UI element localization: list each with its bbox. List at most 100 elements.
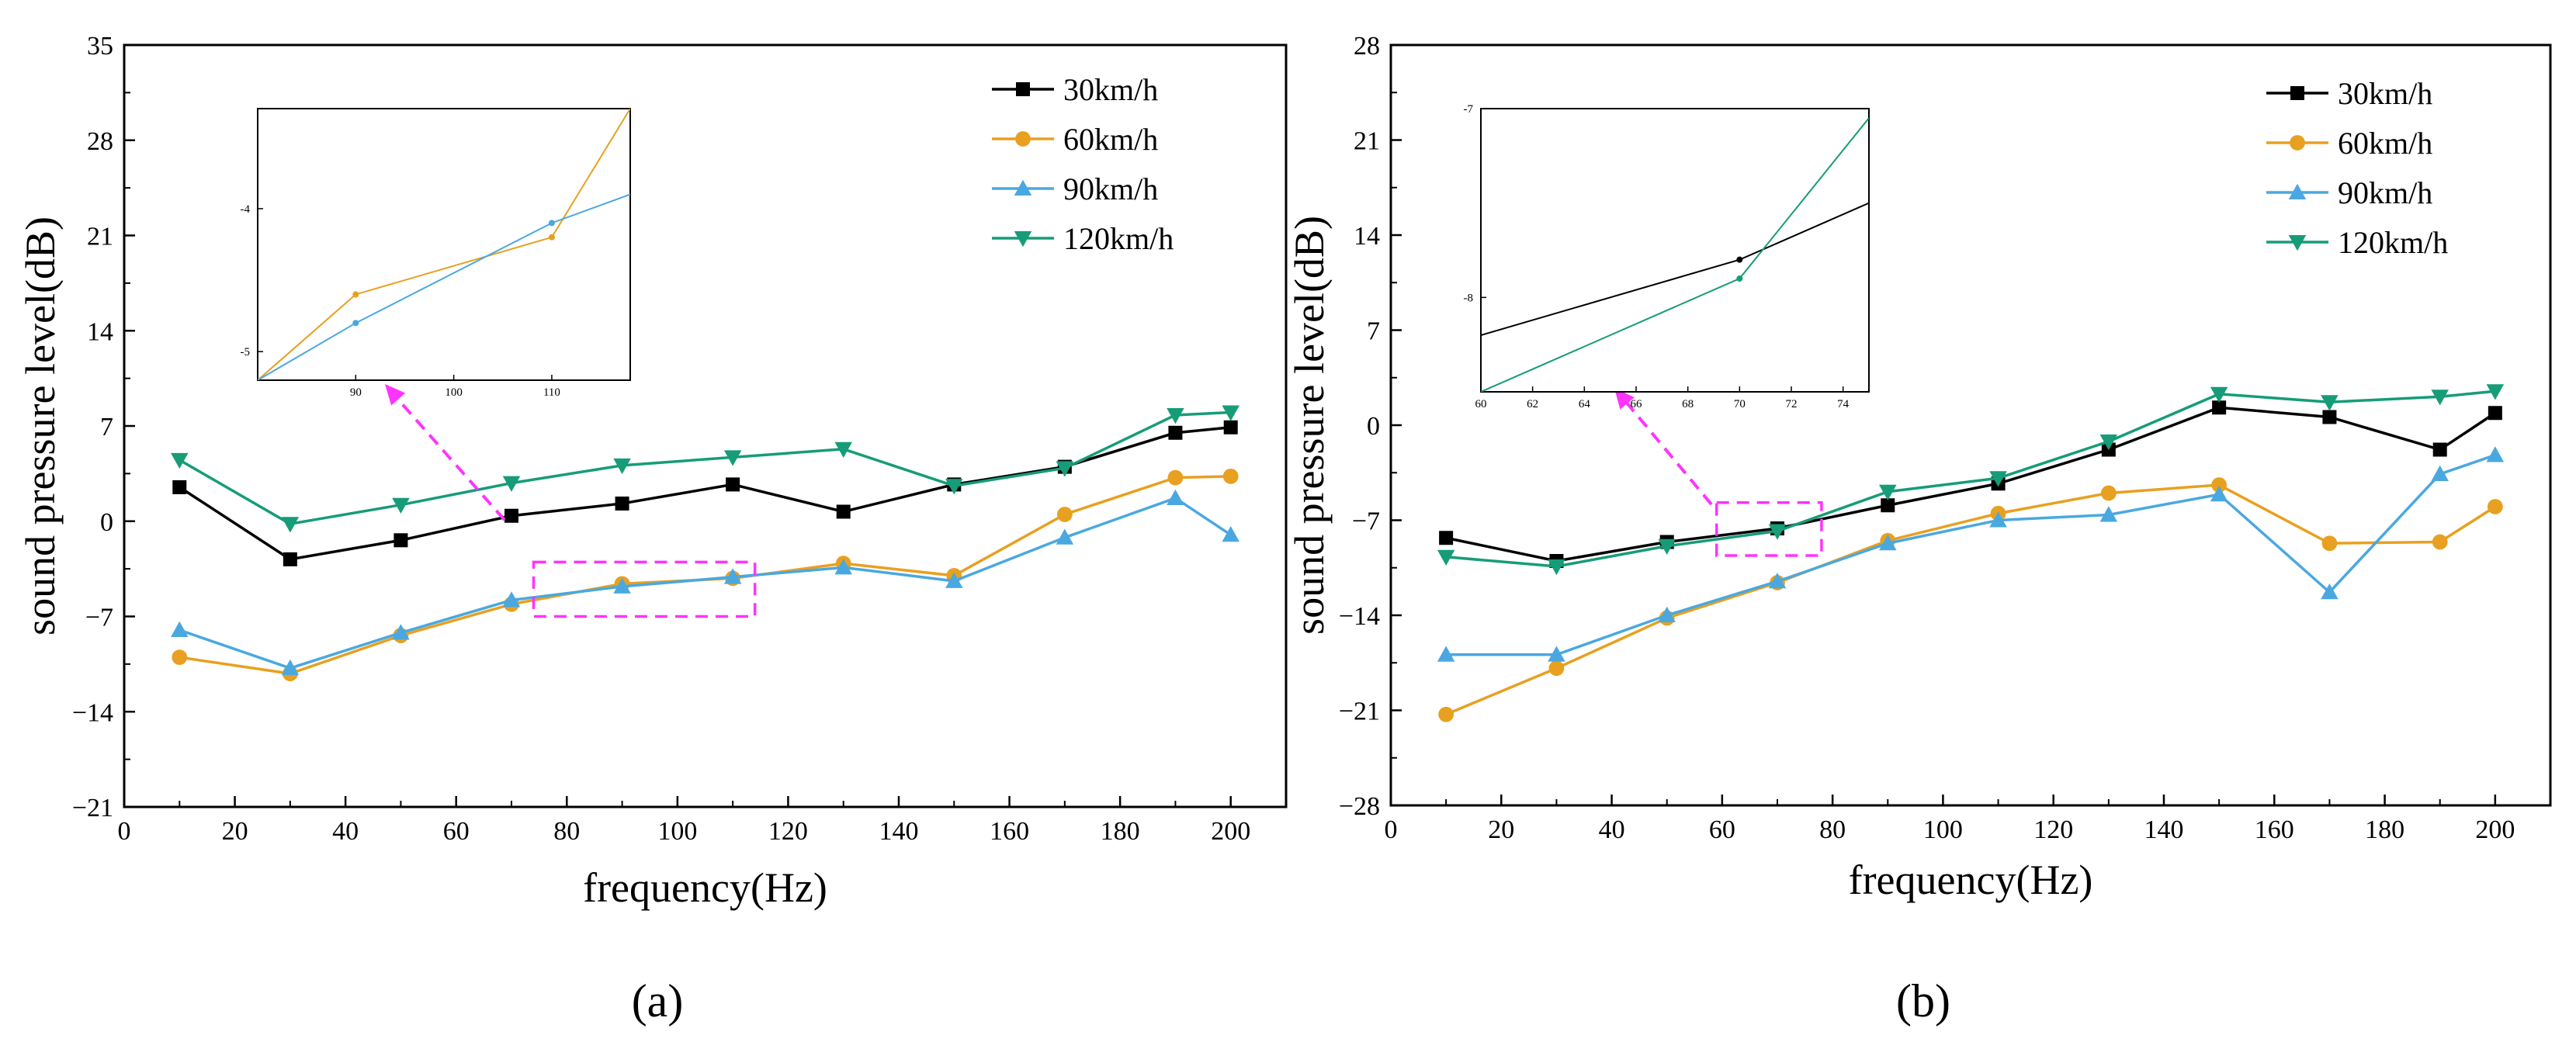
data-point-120km-h — [392, 497, 410, 514]
data-point-60km-h — [2100, 485, 2117, 501]
data-point-90km-h — [502, 591, 521, 608]
inset-data-point-90km-h — [352, 320, 359, 327]
data-point-90km-h — [171, 621, 189, 638]
legend-label-60km-h: 60km/h — [2338, 126, 2432, 161]
data-point-60km-h — [2211, 477, 2228, 493]
zoom-region-box — [1714, 501, 1823, 557]
panel-label-b: (b) — [1896, 975, 1950, 1027]
data-point-30km-h — [283, 552, 297, 566]
inset-data-point-60km-h — [352, 291, 359, 298]
inset-frame — [1480, 108, 1870, 393]
data-point-90km-h — [1658, 606, 1676, 622]
data-point-90km-h — [2486, 446, 2505, 462]
inset-plot — [258, 109, 630, 380]
data-point-90km-h — [1056, 528, 1074, 545]
series-line-30km-h — [179, 426, 1231, 561]
y-tick-label: 7 — [100, 413, 113, 441]
y-tick-label: 0 — [100, 508, 113, 537]
data-point-120km-h — [2210, 386, 2228, 403]
x-tick-label: 80 — [1819, 815, 1846, 844]
legend-marker-60km-h — [2290, 135, 2305, 151]
x-tick-label: 200 — [1211, 817, 1250, 846]
x-tick-label: 140 — [879, 817, 919, 846]
x-tick-label: 0 — [1385, 815, 1398, 844]
series-line-60km-h — [1445, 483, 2496, 716]
data-point-120km-h — [1548, 559, 1565, 576]
y-tick-label: −14 — [1339, 602, 1380, 631]
data-point-90km-h — [1222, 526, 1239, 542]
inset-data-point-120km-h — [1736, 275, 1743, 282]
legend-marker-60km-h — [1015, 131, 1031, 147]
legend-label-120km-h: 120km/h — [2338, 225, 2448, 260]
x-tick-label: 160 — [990, 817, 1029, 846]
inset-series-line-90km-h — [258, 193, 630, 380]
data-point-90km-h — [281, 659, 300, 676]
data-point-60km-h — [1056, 507, 1073, 522]
data-point-120km-h — [281, 517, 300, 533]
data-point-90km-h — [723, 568, 742, 584]
data-point-120km-h — [1167, 407, 1184, 424]
data-point-90km-h — [2210, 486, 2228, 502]
data-point-30km-h — [172, 480, 187, 494]
data-point-90km-h — [834, 559, 852, 575]
data-point-90km-h — [945, 572, 963, 588]
legend-label-30km-h: 30km/h — [2338, 76, 2432, 111]
inset-x-tick-label: 72 — [1786, 398, 1798, 410]
data-point-30km-h — [726, 477, 740, 492]
x-tick-label: 100 — [1923, 815, 1963, 844]
data-point-60km-h — [1548, 660, 1565, 677]
data-point-30km-h — [2322, 410, 2337, 424]
data-point-60km-h — [2487, 499, 2503, 514]
data-point-90km-h — [2431, 465, 2449, 481]
x-tick-label: 80 — [553, 817, 580, 846]
data-point-120km-h — [2431, 390, 2449, 406]
legend-marker-30km-h — [1016, 82, 1030, 96]
data-point-60km-h — [1167, 469, 1184, 486]
data-point-120km-h — [613, 458, 631, 475]
x-tick-label: 120 — [768, 817, 808, 846]
data-point-30km-h — [1881, 498, 1895, 513]
inset-data-point-30km-h — [1736, 256, 1743, 263]
data-point-120km-h — [1222, 405, 1239, 421]
legend-label-120km-h: 120km/h — [1063, 221, 1174, 256]
chart-b: 0 20 40 60 80 100 120 140 160 180 200 −28 −21 −14 −7 0 7… — [1286, 32, 2552, 903]
y-tick-label: −21 — [72, 794, 113, 822]
y-tick-label: −14 — [72, 698, 113, 727]
x-tick-label: 180 — [2365, 815, 2404, 844]
data-point-60km-h — [1438, 706, 1454, 722]
x-tick-label: 120 — [2033, 815, 2073, 844]
data-point-120km-h — [171, 452, 189, 469]
inset-y-tick-label: -8 — [1464, 292, 1474, 304]
zoom-arrow-head — [1614, 388, 1635, 410]
data-point-120km-h — [945, 479, 963, 495]
y-axis-label: sound pressure level(dB) — [17, 216, 64, 635]
zoom-region-box — [532, 560, 757, 618]
data-point-90km-h — [2099, 506, 2118, 522]
inset-data-point-90km-h — [548, 220, 555, 227]
data-point-90km-h — [1167, 489, 1184, 505]
series-line-60km-h — [179, 475, 1231, 675]
data-point-120km-h — [502, 476, 521, 492]
data-point-90km-h — [1437, 646, 1455, 662]
inset-x-tick-label: 60 — [1475, 398, 1487, 410]
legend-marker-90km-h — [2288, 183, 2307, 199]
data-point-90km-h — [1989, 511, 2007, 528]
data-point-120km-h — [834, 441, 852, 459]
inset-x-tick-label: 64 — [1579, 398, 1591, 410]
inset-series-line-60km-h — [258, 109, 630, 380]
zoom-arrow-head — [385, 384, 406, 406]
inset-y-tick-label: -5 — [241, 346, 251, 358]
y-tick-label: 14 — [87, 317, 113, 346]
data-point-90km-h — [2321, 583, 2339, 600]
panel-label-a: (a) — [632, 975, 684, 1027]
legend: 30km/h 60km/h 90km/h 120km/h — [992, 72, 1174, 256]
y-axis-label: sound pressure level(dB) — [1286, 216, 1333, 635]
data-point-120km-h — [1437, 549, 1455, 566]
x-axis-label: frequency(Hz) — [1849, 857, 2093, 903]
series-line-120km-h — [1445, 390, 2496, 568]
data-point-120km-h — [2486, 384, 2505, 400]
data-point-30km-h — [2212, 400, 2227, 415]
inset-x-tick-label: 62 — [1527, 398, 1538, 410]
